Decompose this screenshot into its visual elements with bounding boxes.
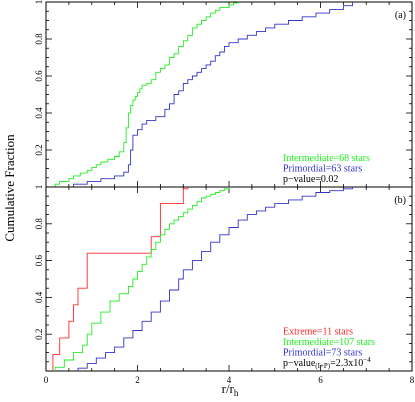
y-tick-label: 1 <box>34 185 44 190</box>
x-axis-title-main: r/r <box>222 381 235 396</box>
legend-entry: Primordial=63 stars <box>283 164 362 175</box>
y-tick-label: 0.4 <box>34 291 44 303</box>
pvalue-exponent: −4 <box>363 356 371 364</box>
legend-entry: p−value=0.02 <box>283 174 338 185</box>
y-tick-label: 0.8 <box>34 33 44 45</box>
x-axis-title: r/rh <box>222 381 239 398</box>
pvalue-subscript: (I+P) <box>315 362 331 370</box>
pvalue-text: p−value(I+P)=2.3x10−4 <box>283 356 371 370</box>
y-tick-label: 0.6 <box>34 70 44 82</box>
y-tick-label: 0.4 <box>34 107 44 119</box>
x-tick-label: 2 <box>135 375 140 385</box>
x-tick-label: 8 <box>410 375 415 385</box>
y-tick-label: 0.2 <box>34 329 44 340</box>
panel-a: 0.2 0.4 0.6 0.8 1 (a) Intermediate=68 starsPri… <box>34 0 413 188</box>
series-line-primordial <box>77 187 353 371</box>
legend-entry: Primordial=73 stars <box>283 348 362 359</box>
legend-entry: Intermediate=68 stars <box>283 153 370 164</box>
series-line-intermediate <box>54 187 230 371</box>
x-tick-label: 6 <box>318 375 323 385</box>
series-line-primordial <box>73 2 353 187</box>
x-tick-label: 4 <box>227 375 232 385</box>
panel-b: 0.2 0.4 0.6 0.8 1 0 2 4 6 8 (b) Extreme=11 starsInt… <box>34 185 415 385</box>
panel-label: (b) <box>394 195 406 206</box>
pvalue-value: =2.3x10 <box>330 358 363 369</box>
legend-entry: Extreme=11 stars <box>283 327 353 338</box>
y-tick-label: 0.2 <box>34 144 44 155</box>
legend-entry: Intermediate=107 stars <box>283 337 375 348</box>
x-axis-title-subscript: h <box>234 388 239 398</box>
series-line-extreme <box>52 187 189 371</box>
y-tick-label: 0.6 <box>34 254 44 266</box>
x-tick-label: 0 <box>44 375 49 385</box>
series-line-intermediate <box>54 2 239 187</box>
y-axis-title: Cumulative Fraction <box>2 134 17 242</box>
pvalue-prefix: p−value <box>283 358 316 369</box>
y-tick-label: 1 <box>34 0 44 4</box>
y-tick-label: 0.8 <box>34 218 44 230</box>
panel-label: (a) <box>395 10 406 21</box>
